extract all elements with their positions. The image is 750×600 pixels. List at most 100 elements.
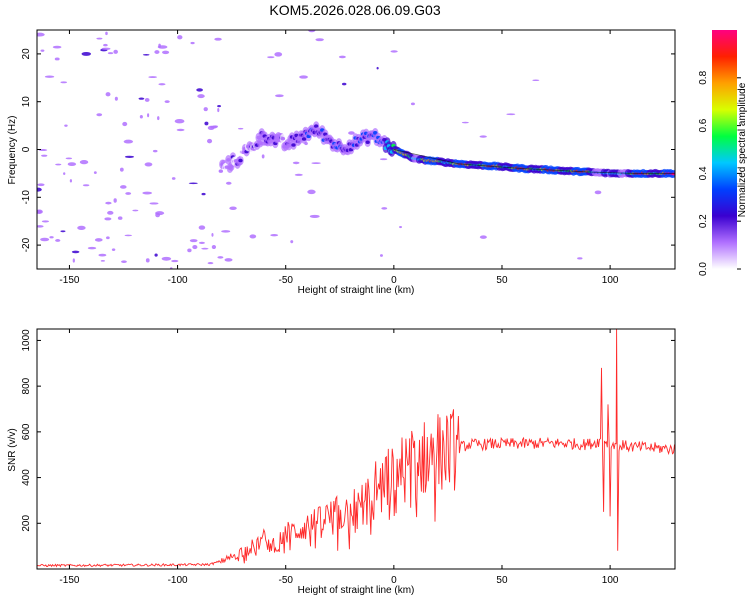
- colorbar-tick-label: 0.4: [698, 166, 709, 180]
- spectrogram-noise-cell: [341, 82, 347, 86]
- spectrogram-noise-cell: [111, 248, 116, 252]
- spectrogram-noise-cell: [44, 75, 55, 78]
- spectrogram-noise-cell: [192, 245, 198, 250]
- y-tick-label: 10: [21, 96, 32, 108]
- spectrogram-noise-cell: [63, 172, 66, 176]
- spectrogram-noise-cell: [204, 121, 209, 126]
- spectrogram-noise-cell: [37, 210, 42, 214]
- spectrogram-noise-cell: [154, 253, 158, 257]
- spectrogram-noise-cell: [94, 238, 103, 242]
- spectrogram-noise-cell: [217, 256, 224, 259]
- spectrogram-noise-cell: [211, 245, 217, 250]
- spectrogram-noise-cell: [158, 83, 166, 86]
- spectrogram-noise-cell: [171, 259, 179, 263]
- spectrogram-noise-cell: [60, 81, 68, 84]
- spectrogram-noise-cell: [201, 247, 209, 250]
- spectrogram-noise-cell: [138, 97, 145, 100]
- spectrogram-noise-cell: [114, 96, 118, 101]
- x-tick-label: 0: [391, 575, 397, 586]
- spectrogram-noise-cell: [379, 254, 383, 257]
- spectrogram-noise-cell: [124, 155, 135, 158]
- spectrogram-noise-cell: [79, 159, 89, 165]
- spectrogram-noise-cell: [145, 258, 150, 263]
- colorbar-tick-label: 0.0: [698, 262, 709, 276]
- spectrogram-noise-cell: [506, 113, 516, 116]
- spectrogram-ridge-cell: [291, 143, 296, 147]
- spectrogram-noise-cell: [98, 253, 107, 257]
- spectrogram-noise-cell: [121, 260, 127, 263]
- spectrogram-noise-cell: [37, 225, 44, 228]
- spectrogram-noise-cell: [217, 107, 220, 113]
- spectrogram-noise-cell: [67, 162, 77, 167]
- spectrogram-noise-cell: [198, 241, 205, 244]
- spectrogram-noise-cell: [189, 239, 198, 243]
- spectrogram-noise-cell: [96, 37, 103, 40]
- spectrogram-ridge-cell: [365, 140, 370, 144]
- spectrogram-noise-cell: [55, 239, 61, 242]
- spectrogram-noise-cell: [390, 50, 398, 53]
- spectrogram-noise-cell: [187, 248, 192, 253]
- spectrogram-y-axis-label: Frequency (Hz): [7, 116, 18, 185]
- spectrogram-noise-cell: [158, 43, 161, 49]
- spectrogram-noise-cell: [103, 43, 108, 47]
- spectrogram-ridge-centerline: [393, 149, 675, 174]
- spectrogram-noise-cell: [107, 210, 114, 215]
- spectrogram-noise-cell: [37, 32, 45, 37]
- spectrogram-noise-cell: [267, 56, 275, 59]
- x-tick-label: 50: [496, 275, 508, 286]
- spectrogram-noise-cell: [196, 88, 203, 92]
- x-tick-label: 50: [496, 575, 508, 586]
- y-tick-label: -10: [21, 190, 32, 205]
- spectrogram-noise-cell: [117, 216, 123, 220]
- spectrogram-noise-cell: [65, 157, 73, 160]
- spectrogram-noise-cell: [161, 256, 172, 261]
- spectrogram-noise-cell: [82, 184, 90, 187]
- spectrogram-noise-cell: [120, 185, 127, 189]
- spectrogram-noise-cell: [106, 236, 110, 240]
- spectrogram-noise-cell: [176, 128, 185, 132]
- y-tick-label: -20: [21, 237, 32, 252]
- spectrogram-noise-cell: [275, 94, 284, 98]
- snr-plot-area: [37, 329, 675, 569]
- spectrogram-noise-cell: [113, 198, 117, 203]
- snr-panel: -150 -100 -50 0 50 100 200 400 600 800 1000 Heigh…: [7, 328, 676, 596]
- spectrogram-noise-cell: [207, 138, 213, 144]
- spectrogram-noise-cell: [71, 250, 80, 254]
- y-tick-label: 800: [21, 377, 32, 394]
- spectrogram-noise-cell: [198, 225, 206, 230]
- spectrogram-noise-cell: [148, 76, 158, 79]
- y-tick-label: 200: [21, 515, 32, 532]
- spectrogram-noise-cell: [376, 66, 379, 70]
- colorbar-gradient: [712, 30, 737, 269]
- colorbar: 0.0 0.2 0.4 0.6 0.8 Normalized spectral ampl…: [698, 30, 748, 276]
- colorbar-tick-label: 0.6: [698, 118, 709, 132]
- spectrogram-noise-cell: [217, 104, 221, 108]
- spectrogram-noise-cell: [479, 135, 487, 138]
- spectrogram-noise-cell: [201, 192, 206, 196]
- chart-title: KOM5.2026.028.06.09.G03: [269, 2, 440, 18]
- spectrogram-noise-cell: [214, 37, 222, 41]
- spectrogram-noise-cell: [188, 182, 198, 185]
- spectrogram-noise-cell: [152, 149, 158, 153]
- y-tick-label: 0: [21, 146, 32, 152]
- snr-series-line: [37, 329, 675, 568]
- spectrogram-noise-cell: [40, 49, 45, 52]
- spectrogram-noise-cell: [54, 57, 60, 61]
- spectrogram-noise-cell: [207, 125, 215, 131]
- spectrogram-noise-cell: [174, 119, 185, 124]
- colorbar-label: Normalized spectral amplitude: [737, 82, 748, 217]
- spectrogram-noise-cell: [294, 173, 303, 176]
- spectrogram-noise-cell: [177, 35, 183, 40]
- spectrogram-ridge-cell: [373, 131, 378, 135]
- spectrogram-noise-cell: [105, 201, 112, 205]
- spectrogram-noise-cell: [105, 31, 108, 36]
- x-tick-label: -50: [278, 575, 293, 586]
- y-tick-label: 1000: [21, 329, 32, 352]
- spectrogram-noise-cell: [348, 131, 355, 135]
- spectrogram-noise-cell: [461, 121, 469, 124]
- spectrogram-noise-cell: [399, 225, 403, 229]
- colorbar-tick-label: 0.2: [698, 214, 709, 228]
- spectrogram-noise-cell: [69, 179, 73, 183]
- spectrogram-noise-cell: [81, 51, 92, 56]
- spectrogram-noise-cell: [154, 50, 160, 54]
